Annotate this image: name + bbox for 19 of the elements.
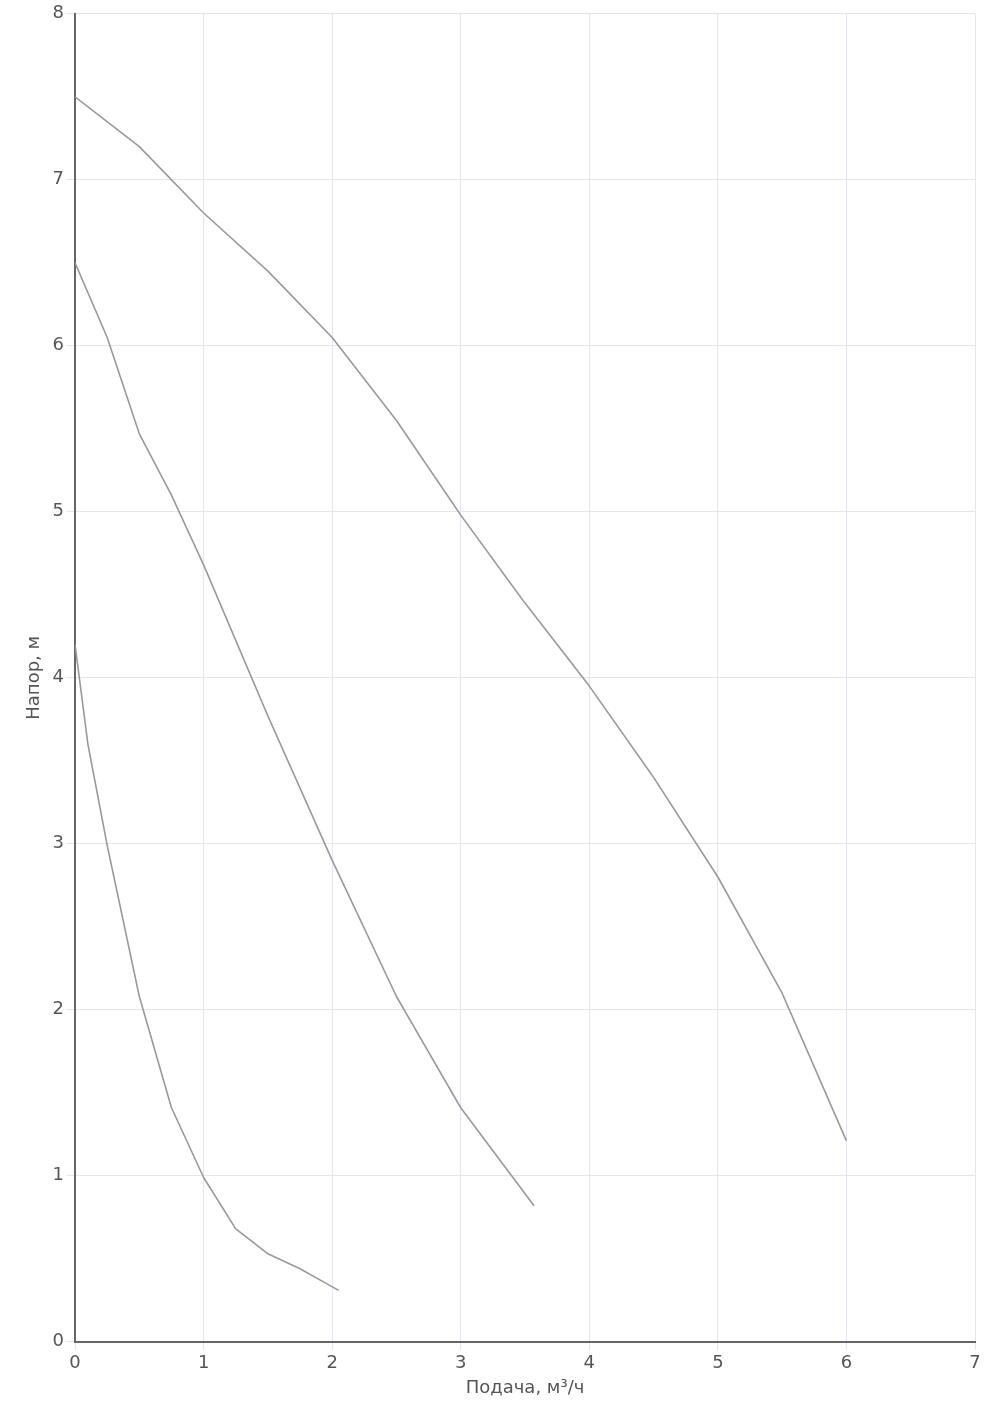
x-tick-label: 2 (326, 1351, 338, 1373)
x-tick-label: 4 (583, 1351, 596, 1373)
y-tick-label: 2 (52, 997, 65, 1019)
y-axis-title: Напор, м (22, 635, 44, 720)
x-tick-label: 5 (712, 1351, 724, 1373)
x-tick-label: 0 (69, 1351, 81, 1373)
x-tick-label: 1 (197, 1351, 210, 1373)
y-tick-label: 5 (52, 499, 65, 521)
x-tick-label: 3 (455, 1351, 467, 1373)
y-tick-label: 4 (52, 665, 65, 687)
y-tick-label: 6 (52, 333, 65, 355)
x-tick-label: 6 (840, 1351, 853, 1373)
x-axis-title: Подача, м³/ч (465, 1375, 585, 1397)
x-tick-label: 7 (969, 1351, 981, 1373)
y-tick-label: 3 (52, 831, 65, 853)
y-tick-label: 0 (52, 1329, 65, 1351)
y-tick-label: 8 (52, 1, 65, 23)
y-tick-label: 1 (52, 1163, 65, 1185)
y-tick-label: 7 (52, 167, 65, 189)
